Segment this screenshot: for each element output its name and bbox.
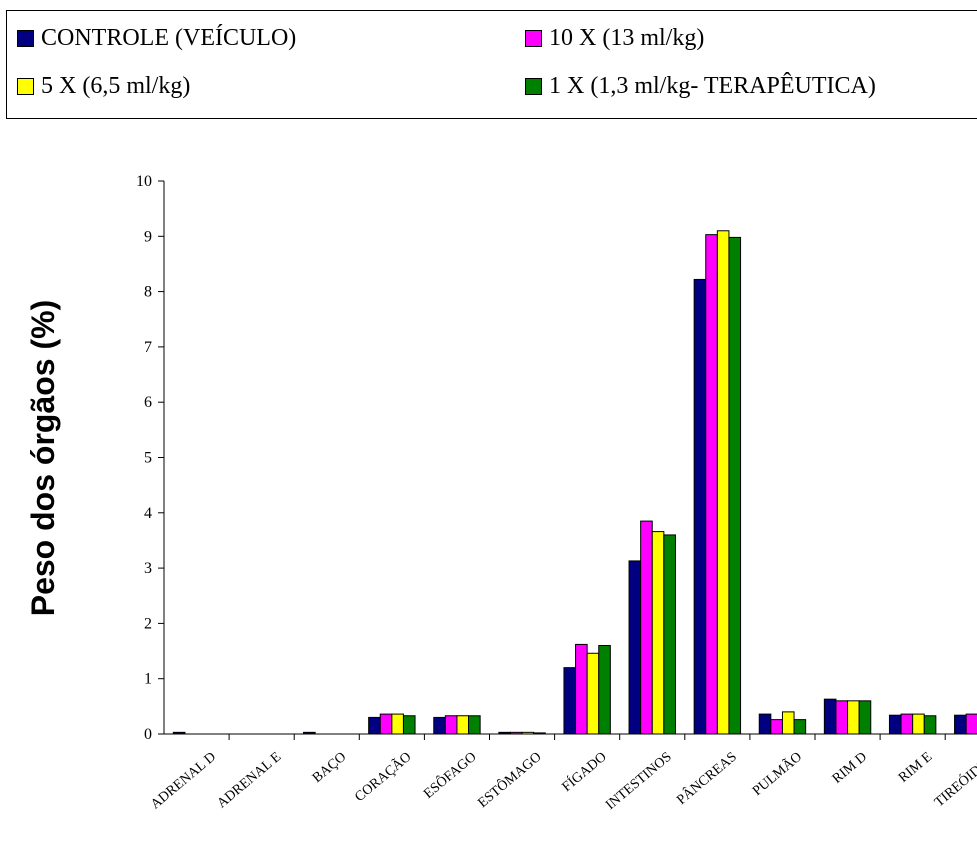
y-tick-label: 5 [144,450,152,467]
bar-1-x-1-3-ml-kg-terapeutica-figado [598,645,611,735]
bar-controle-veiculo-tireoide-e [954,714,967,735]
x-tick-label: INTESTINOS [603,750,675,813]
y-axis: 0 1 2 3 4 5 6 7 8 9 10 [136,173,165,743]
bar-controle-veiculo-rim-d [823,698,837,735]
bar-controle-veiculo-rim-e [888,714,902,735]
bar-10-x-13-ml-kg-rim-d [835,700,849,735]
legend-item-controle: CONTROLE (VEÍCULO) [17,25,296,52]
y-axis-label: Peso dos órgãos (%) [25,300,61,617]
bar-1-x-1-3-ml-kg-terapeutica-intestinos [663,534,676,735]
bar-5-x-6-5-ml-kg-pulmao [781,711,795,735]
bar-5-x-6-5-ml-kg-intestinos [651,531,665,735]
y-tick-label: 7 [144,339,152,356]
x-tick-label: RIM E [896,750,935,786]
legend-label-controle: CONTROLE (VEÍCULO) [41,25,297,51]
bar-controle-veiculo-coracao [368,716,381,735]
legend-label-10x: 10 X (13 ml/kg) [549,25,705,51]
bar-10-x-13-ml-kg-rim-e [900,713,914,735]
legend-swatch-1x [525,78,542,95]
y-tick-label: 3 [144,560,152,577]
y-tick-label: 6 [144,394,152,411]
bar-1-x-1-3-ml-kg-terapeutica-coracao [402,715,416,735]
bar-10-x-13-ml-kg-intestinos [640,520,653,735]
bar-5-x-6-5-ml-kg-esofago [456,715,470,735]
legend: CONTROLE (VEÍCULO) 10 X (13 ml/kg) 5 X (… [6,10,977,119]
x-tick-label: PÂNCREAS [673,748,740,808]
bars [172,230,977,735]
bar-1-x-1-3-ml-kg-terapeutica-pancreas [728,236,742,735]
y-tick-label: 4 [144,505,152,522]
legend-label-1x: 1 X (1,3 ml/kg- TERAPÊUTICA) [549,73,876,99]
legend-label-5x: 5 X (6,5 ml/kg) [41,73,191,99]
x-tick-label: ESTÔMAGO [474,748,545,811]
bar-10-x-13-ml-kg-pulmao [770,719,783,735]
bar-controle-veiculo-pancreas [693,278,707,735]
x-tick-label: TIREÓIDE E [931,748,977,810]
x-tick-label: CORAÇÃO [352,749,415,805]
legend-swatch-10x [525,30,542,47]
legend-item-10x: 10 X (13 ml/kg) [525,25,704,52]
legend-item-1x: 1 X (1,3 ml/kg- TERAPÊUTICA) [525,73,876,100]
bar-10-x-13-ml-kg-figado [575,643,588,735]
bar-controle-veiculo-esofago [433,716,446,735]
legend-item-5x: 5 X (6,5 ml/kg) [17,73,190,100]
x-tick-label: PULMÃO [749,749,805,799]
legend-swatch-5x [17,78,34,95]
bar-10-x-13-ml-kg-tireoide-e [965,713,977,735]
legend-swatch-controle [17,30,34,47]
y-tick-label: 2 [144,615,152,632]
x-tick-label: RIM D [830,750,870,787]
x-tick-label: FÍGADO [558,748,609,795]
bar-5-x-6-5-ml-kg-rim-d [847,700,860,735]
bar-10-x-13-ml-kg-esofago [444,715,458,735]
y-tick-label: 9 [144,228,152,245]
bar-5-x-6-5-ml-kg-coracao [391,713,404,735]
bar-controle-veiculo-pulmao [758,713,772,735]
y-tick-label: 10 [136,173,152,190]
bar-1-x-1-3-ml-kg-terapeutica-rim-d [858,700,872,735]
bar-1-x-1-3-ml-kg-terapeutica-pulmao [793,719,807,735]
x-tick-label: BAÇO [310,750,349,786]
x-tick-label: ESÔFAGO [420,748,480,802]
bar-1-x-1-3-ml-kg-terapeutica-rim-e [923,715,937,735]
x-tick-label: ADRENAL D [148,750,219,813]
bar-5-x-6-5-ml-kg-figado [586,652,600,735]
y-tick-label: 8 [144,284,152,301]
bar-10-x-13-ml-kg-pancreas [705,234,718,735]
bar-10-x-13-ml-kg-coracao [379,713,393,735]
bar-controle-veiculo-figado [563,667,577,735]
bar-1-x-1-3-ml-kg-terapeutica-esofago [468,715,481,735]
bar-5-x-6-5-ml-kg-pancreas [716,230,730,735]
bar-5-x-6-5-ml-kg-rim-e [912,713,925,735]
y-tick-label: 0 [144,726,152,743]
y-tick-label: 1 [144,671,152,688]
bar-controle-veiculo-intestinos [628,560,642,735]
x-tick-label: ADRENAL E [215,750,285,812]
